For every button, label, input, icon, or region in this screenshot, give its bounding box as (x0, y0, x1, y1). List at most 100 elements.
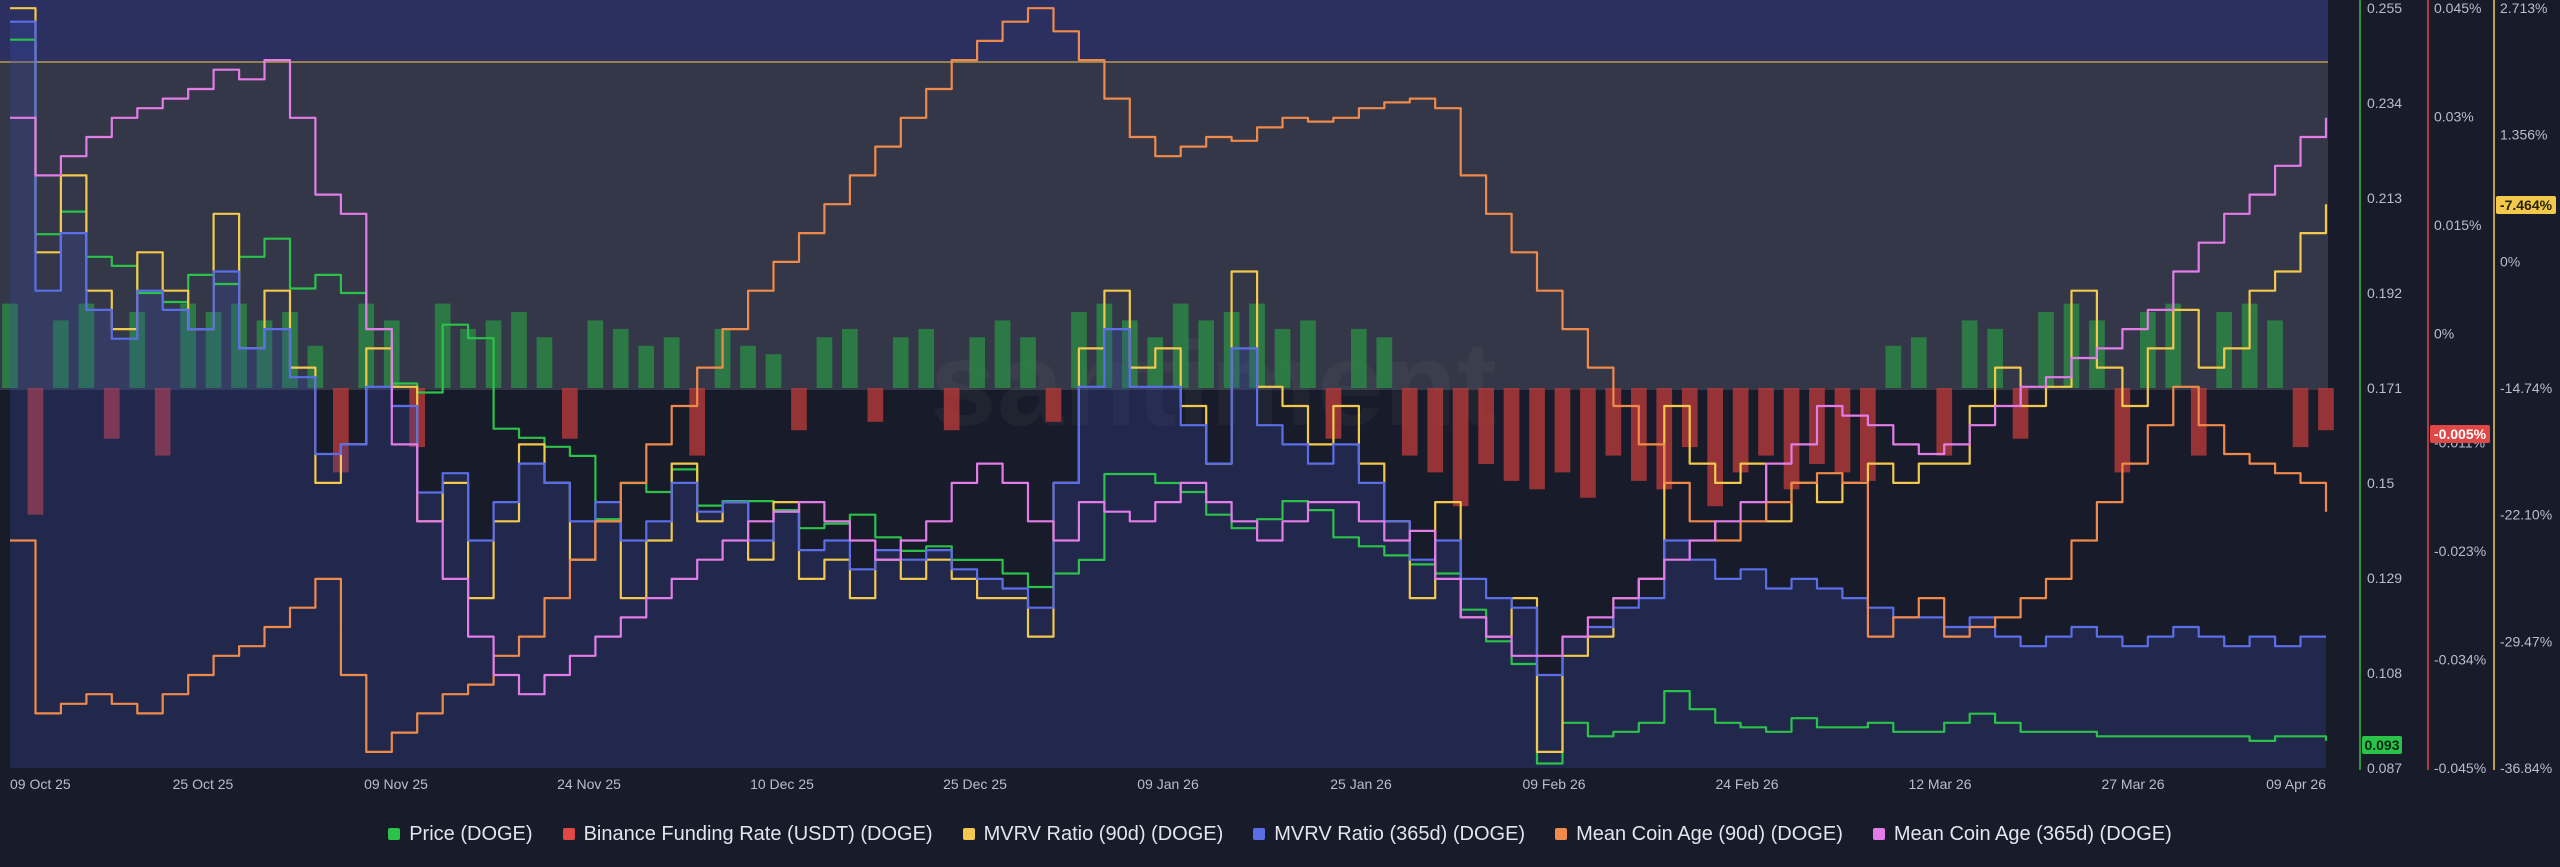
funding-bar (765, 354, 782, 388)
funding-bar (1401, 388, 1418, 456)
funding-bar (1172, 303, 1189, 388)
legend-item-mvrv-90d[interactable]: MVRV Ratio (90d) (DOGE) (962, 822, 1224, 846)
axis-tick-label: -29.47% (2500, 633, 2552, 649)
funding-bar (2267, 320, 2283, 388)
axis-tick-label: 0.171 (2367, 380, 2402, 396)
legend-swatch (1872, 828, 1885, 840)
x-ticks-group: 09 Oct 25 25 Oct 25 09 Nov 25 24 Nov 25 10 D… (10, 776, 2326, 792)
legend-swatch (562, 828, 575, 840)
funding-bar (562, 388, 578, 439)
funding-badge: -0.005% (2430, 425, 2490, 443)
funding-bar (1529, 388, 1545, 490)
area-fills-group (10, 21, 2326, 768)
axis-tick-label: 2.713% (2500, 0, 2547, 16)
chart-legend: Price (DOGE) Binance Funding Rate (USDT)… (0, 814, 2560, 854)
x-tick-label: 09 Nov 25 (364, 776, 428, 792)
funding-bar (27, 388, 44, 515)
funding-bar (129, 312, 146, 388)
legend-item-funding-rate[interactable]: Binance Funding Rate (USDT) (DOGE) (562, 822, 933, 846)
mvrv-badge-text: -7.464% (2500, 197, 2553, 213)
funding-bar (892, 337, 909, 388)
funding-bar (333, 388, 349, 473)
axis-ticks-group: 0.255 0.234 0.213 0.192 0.171 0.15 0.129 0.108 0… (2367, 0, 2552, 776)
funding-bar (1834, 388, 1851, 473)
x-tick-label: 27 Mar 26 (2101, 776, 2164, 792)
axis-tick-label: 0.045% (2434, 0, 2481, 16)
x-tick-label: 09 Jan 26 (1137, 776, 1199, 792)
funding-bar (943, 388, 960, 431)
price-badge: 0.093 (2362, 736, 2402, 754)
axis-tick-label: 1.356% (2500, 127, 2547, 143)
funding-bar (587, 320, 604, 388)
funding-bar (53, 320, 69, 388)
legend-item-price[interactable]: Price (DOGE) (388, 823, 533, 846)
funding-bar (2, 303, 18, 388)
funding-bar (358, 303, 375, 388)
axis-tick-label: 0.234 (2367, 95, 2402, 111)
funding-bar (994, 320, 1011, 388)
funding-bar (1961, 320, 1978, 388)
series-line-mean-coin-age-90d-doge (10, 7, 2328, 753)
funding-bar (867, 388, 884, 422)
funding-bar (1936, 388, 1953, 456)
funding-bar (180, 303, 196, 388)
funding-bar (256, 320, 273, 388)
funding-bar (1427, 388, 1444, 473)
funding-bar (791, 388, 807, 431)
x-tick-label: 10 Dec 25 (750, 776, 814, 792)
axis-tick-label: 0.255 (2367, 0, 2402, 16)
x-tick-label: 09 Feb 26 (1522, 776, 1585, 792)
legend-item-coin-age-365d[interactable]: Mean Coin Age (365d) (DOGE) (1872, 823, 2172, 846)
funding-bar (1783, 388, 1800, 490)
axis-tick-label: 0.03% (2434, 109, 2474, 125)
funding-bar (663, 337, 680, 388)
x-tick-label: 24 Feb 26 (1715, 776, 1778, 792)
funding-bar (816, 337, 833, 388)
funding-bar (1758, 388, 1774, 456)
x-tick-label: 24 Nov 25 (557, 776, 621, 792)
legend-swatch (1555, 828, 1568, 840)
funding-bar (1732, 388, 1749, 473)
funding-bars-group (2, 303, 2334, 515)
axis-tick-label: 0% (2500, 253, 2520, 269)
funding-bar (1045, 388, 1062, 422)
axis-tick-label: 0.213 (2367, 190, 2402, 206)
funding-bar (1910, 337, 1927, 388)
funding-bar (969, 337, 985, 388)
funding-bar (1376, 337, 1393, 388)
legend-label: Mean Coin Age (90d) (DOGE) (1576, 822, 1843, 845)
axis-tick-label: -36.84% (2500, 760, 2552, 776)
series-line-mean-coin-age-365d-doge (10, 59, 2328, 696)
axis-tick-label: 0.15 (2367, 475, 2394, 491)
funding-bar (1554, 388, 1571, 473)
funding-bar (918, 328, 935, 388)
funding-bar (154, 388, 171, 456)
funding-bar (1198, 320, 1214, 388)
funding-bar (740, 345, 756, 388)
funding-bar (638, 345, 655, 388)
funding-badge-text: -0.005% (2434, 426, 2487, 442)
funding-bar (1503, 388, 1520, 481)
axis-tick-label: -14.74% (2500, 380, 2552, 396)
price-badge-bg (2362, 736, 2402, 754)
x-tick-label: 12 Mar 26 (1908, 776, 1971, 792)
funding-bar (1452, 388, 1469, 507)
legend-swatch (1253, 828, 1266, 840)
funding-bar (1300, 320, 1316, 388)
funding-bar (2012, 388, 2029, 439)
axis-tick-label: -22.10% (2500, 507, 2552, 523)
funding-bar (1478, 388, 1494, 464)
funding-bar (78, 303, 95, 388)
legend-label: Binance Funding Rate (USDT) (DOGE) (583, 822, 933, 845)
funding-bar (1580, 388, 1596, 498)
mvrv-badge: -7.464% (2496, 196, 2556, 214)
axis-tick-label: -0.023% (2434, 543, 2486, 559)
legend-item-mvrv-365d[interactable]: MVRV Ratio (365d) (DOGE) (1253, 823, 1525, 846)
price-badge-text: 0.093 (2364, 737, 2399, 753)
funding-bar (2318, 388, 2334, 431)
legend-item-coin-age-90d[interactable]: Mean Coin Age (90d) (DOGE) (1555, 823, 1843, 846)
funding-bar (2038, 312, 2054, 388)
legend-label: MVRV Ratio (90d) (DOGE) (983, 822, 1224, 845)
